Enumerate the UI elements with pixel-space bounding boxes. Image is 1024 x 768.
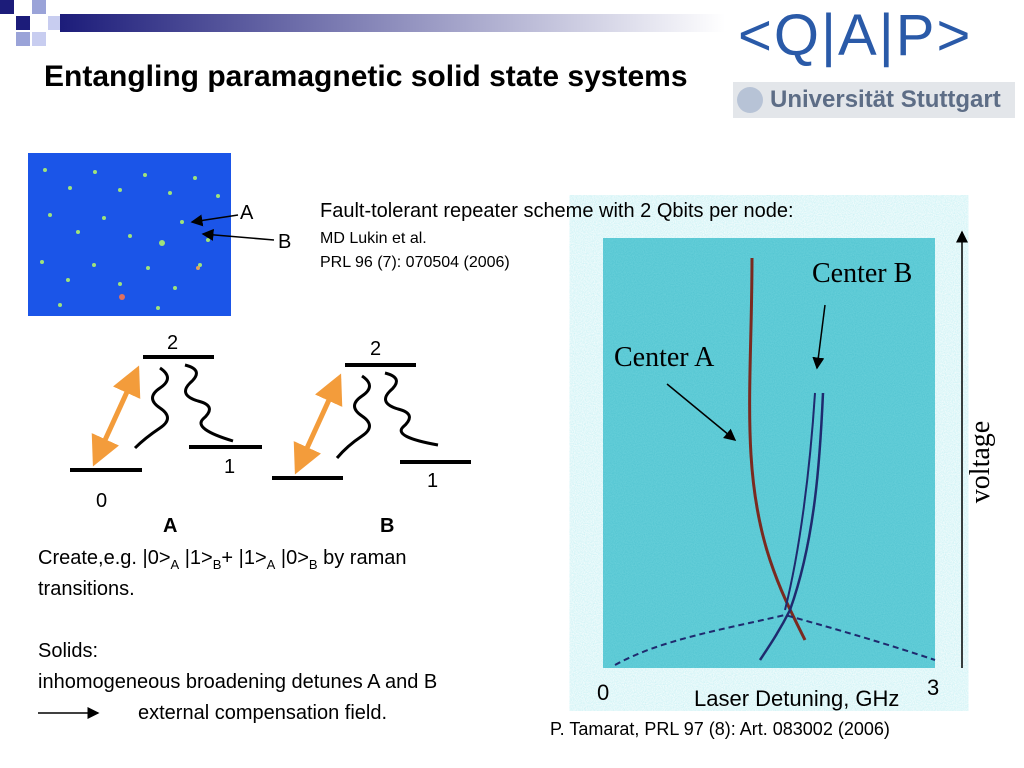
level-label: 0 (96, 490, 108, 512)
logo-seal (737, 87, 763, 113)
logo-band (733, 82, 1015, 118)
wavy-transitions (133, 363, 439, 459)
spectrum-image (603, 238, 936, 668)
body-text: inhomogeneous broadening detunes A and B (38, 671, 438, 693)
text: Create,e.g. |0> (38, 547, 171, 569)
header-decoration (0, 0, 725, 46)
text: |0> (275, 547, 309, 569)
x-end: 3 (927, 675, 940, 700)
logo-subtitle: Universität Stuttgart (770, 86, 1001, 113)
diagram-name: B (380, 515, 395, 537)
slide-title: Entangling paramagnetic solid state syst… (44, 60, 688, 93)
label-b: B (278, 231, 292, 253)
solids-heading: Solids: (38, 640, 99, 662)
text: by raman (317, 547, 407, 569)
center-b-label: Center B (812, 258, 913, 289)
subscript: B (308, 557, 318, 572)
pointer-b (201, 228, 275, 241)
pointer-center-b (812, 304, 826, 370)
subscript: B (212, 557, 222, 572)
raman-arrows (91, 365, 343, 475)
create-line: transitions. (38, 578, 135, 600)
text: |1> (179, 547, 213, 569)
level-label: 1 (427, 470, 439, 492)
pointer-center-a (666, 383, 737, 441)
citation: P. Tamarat, PRL 97 (8): Art. 083002 (200… (550, 719, 890, 739)
logo: <Q|A|P> (738, 3, 973, 68)
reference-line: PRL 96 (7): 070504 (2006) (320, 254, 510, 271)
crystal-image (28, 153, 231, 316)
x-start: 0 (597, 680, 610, 705)
x-label: Laser Detuning, GHz (694, 686, 900, 711)
level-label: 2 (370, 338, 382, 360)
body-text: external compensation field. (138, 702, 388, 724)
text: + |1> (221, 547, 267, 569)
level-label: 1 (224, 456, 236, 478)
pointer-a (190, 214, 239, 227)
create-line: Create,e.g. |0>A |1>B+ |1>A |0>B by rama… (38, 547, 406, 572)
reference-line: MD Lukin et al. (320, 230, 427, 247)
center-a-label: Center A (614, 342, 715, 373)
levels (70, 355, 471, 480)
voltage-label: voltage (965, 420, 997, 504)
subscript: A (170, 557, 180, 572)
label-a: A (240, 202, 254, 224)
subscript: A (266, 557, 276, 572)
reference-heading: Fault-tolerant repeater scheme with 2 Qb… (320, 200, 794, 222)
diagram-name: A (163, 515, 178, 537)
level-label: 2 (167, 332, 179, 354)
